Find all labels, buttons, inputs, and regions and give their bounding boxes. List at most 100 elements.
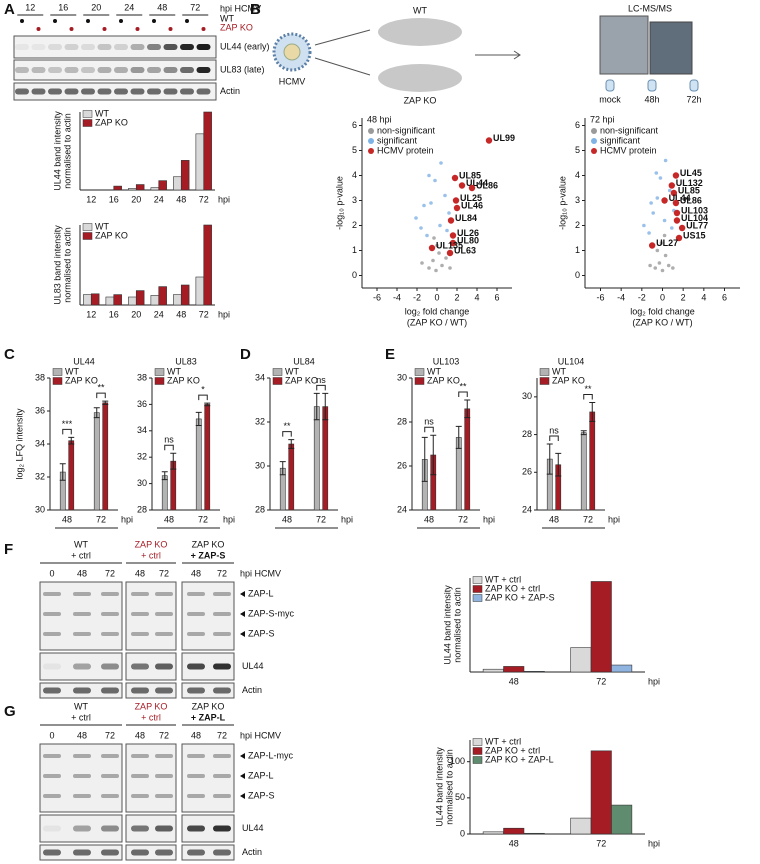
point xyxy=(453,204,461,212)
timepoint-label: 12 xyxy=(25,2,35,12)
band xyxy=(155,592,173,596)
bar xyxy=(503,827,525,835)
point xyxy=(419,226,423,230)
x-axis-label: (ZAP KO / WT) xyxy=(407,317,467,327)
point xyxy=(439,161,443,165)
legend-label: ZAP KO xyxy=(95,117,128,127)
band xyxy=(31,44,46,50)
band xyxy=(213,825,231,832)
bar xyxy=(523,832,545,835)
bar xyxy=(482,831,504,835)
x-tick-label: 20 xyxy=(131,309,141,319)
legend-label: WT xyxy=(285,366,299,376)
band xyxy=(64,88,79,95)
x-unit-label: hpi xyxy=(218,309,230,319)
band xyxy=(101,774,119,778)
band xyxy=(196,67,211,73)
band xyxy=(48,88,62,95)
point xyxy=(661,197,668,204)
legend-label: WT xyxy=(427,366,441,376)
significance-label: ** xyxy=(459,381,467,391)
legend-label: ZAP KO xyxy=(285,375,318,385)
legend-label: ZAP KO xyxy=(427,375,460,385)
x-tick-label: 72 xyxy=(199,194,209,204)
band xyxy=(130,67,145,73)
legend-label: non-significant xyxy=(377,125,436,135)
band xyxy=(101,849,119,856)
y-axis-label: UL44 band intensity xyxy=(434,747,444,827)
point xyxy=(668,182,675,189)
chart-title: UL84 xyxy=(293,356,315,366)
wt-dot xyxy=(185,19,189,23)
point xyxy=(422,203,426,208)
legend-label: WT + ctrl xyxy=(485,736,521,746)
point xyxy=(662,218,667,223)
lane-label: 48 xyxy=(135,730,145,740)
legend-label: non-significant xyxy=(600,125,659,135)
panel-label: C xyxy=(4,346,15,363)
error-bar xyxy=(170,452,177,470)
x-tick-label: 6 xyxy=(722,292,727,302)
x-tick-label: 2 xyxy=(681,292,686,302)
bar xyxy=(313,406,320,511)
blot-row xyxy=(181,844,235,861)
blot-header: hpi HCMV xyxy=(240,568,281,578)
legend-marker xyxy=(368,138,374,144)
timepoint-label: 72 xyxy=(190,2,200,12)
point xyxy=(431,258,435,263)
group-label: ZAP KO xyxy=(135,701,168,711)
error-bar xyxy=(430,434,437,476)
band xyxy=(101,663,119,670)
band xyxy=(131,687,149,694)
band xyxy=(43,794,61,798)
band xyxy=(130,44,145,50)
blot-row xyxy=(125,682,177,699)
band xyxy=(131,754,149,758)
band xyxy=(73,632,91,636)
lane-label: 72 xyxy=(159,730,169,740)
x-tick-label: 48 xyxy=(62,514,72,524)
band xyxy=(187,632,205,636)
y-axis-label: UL44 band intensity xyxy=(52,111,62,191)
y-tick-label: 30 xyxy=(35,504,45,514)
bar xyxy=(135,290,145,306)
band xyxy=(213,612,231,616)
band xyxy=(131,794,149,798)
bar xyxy=(102,402,109,511)
band xyxy=(213,794,231,798)
blot-header: hpi HCMV xyxy=(220,3,261,13)
band xyxy=(64,67,79,73)
lane-label: 48 xyxy=(191,568,201,578)
ko-dot xyxy=(102,27,107,31)
band xyxy=(101,592,119,596)
x-unit-label: hpi xyxy=(223,514,235,524)
point xyxy=(655,196,660,200)
ko-dot xyxy=(36,27,41,31)
x-unit-label: hpi xyxy=(648,676,660,686)
legend-label: WT + ctrl xyxy=(485,574,521,584)
band xyxy=(131,632,149,636)
band xyxy=(155,632,173,636)
point-label: UL46 xyxy=(461,200,483,210)
band xyxy=(187,663,205,670)
point xyxy=(672,199,680,207)
bar xyxy=(589,411,596,511)
arrow xyxy=(475,50,521,60)
y-tick-label: 2 xyxy=(575,220,580,230)
bar xyxy=(150,187,160,191)
error-bar xyxy=(102,400,109,405)
point xyxy=(648,263,652,268)
legend-label: ZAP KO + ctrl xyxy=(485,583,540,593)
band xyxy=(187,612,205,616)
point xyxy=(427,173,431,178)
group-label: + ctrl xyxy=(71,550,91,560)
blot-header: hpi HCMV xyxy=(240,730,281,740)
band xyxy=(31,67,46,73)
legend-swatch xyxy=(82,232,93,240)
x-tick-label: 48 xyxy=(164,514,174,524)
x-axis-label: log₂ fold change xyxy=(630,306,695,316)
x-tick-label: 20 xyxy=(131,194,141,204)
point xyxy=(654,171,659,175)
timepoint-label: 48 xyxy=(157,2,167,12)
bar xyxy=(611,664,633,673)
